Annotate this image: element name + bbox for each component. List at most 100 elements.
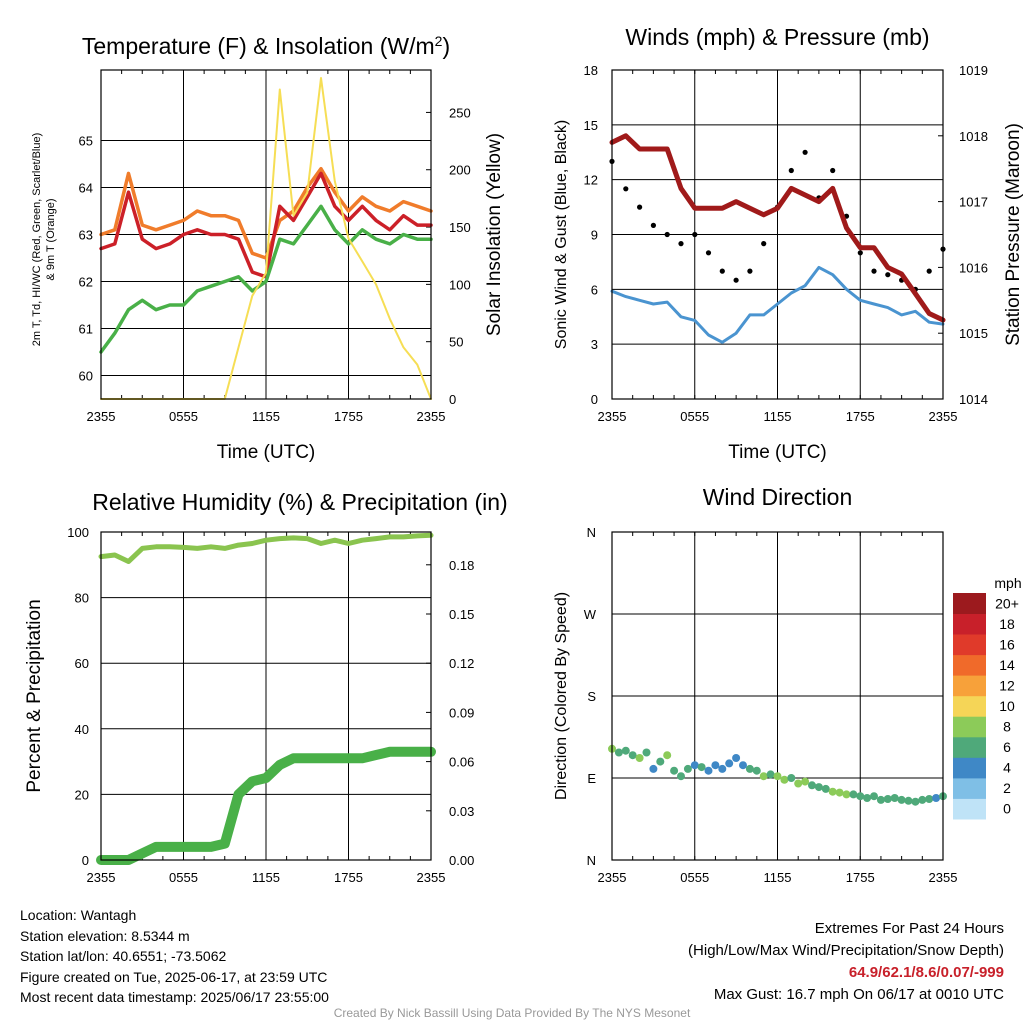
direction-point bbox=[925, 795, 934, 803]
direction-point bbox=[677, 772, 685, 781]
y-tick-label: E bbox=[587, 771, 596, 786]
series-9m-t bbox=[99, 166, 433, 260]
gust-point bbox=[830, 167, 836, 174]
y-axis-label: Percent & Precipitation bbox=[24, 599, 45, 792]
x-axis-label: Time (UTC) bbox=[728, 442, 827, 463]
gust-point bbox=[788, 167, 794, 174]
series-relative-humidity bbox=[98, 532, 434, 564]
y-tick-label: 0 bbox=[82, 853, 89, 868]
y-tick-label: 65 bbox=[79, 134, 93, 149]
colorbar-title: mph bbox=[994, 575, 1021, 591]
colorbar-swatch bbox=[953, 695, 986, 717]
direction-point bbox=[745, 764, 754, 773]
y-tick-label: 9 bbox=[591, 228, 598, 243]
direction-point bbox=[635, 754, 644, 762]
direction-point bbox=[697, 763, 706, 772]
direction-point bbox=[801, 777, 810, 786]
direction-point bbox=[870, 792, 878, 801]
y-tick-label: N bbox=[587, 853, 596, 868]
gust-point bbox=[692, 231, 698, 238]
direction-point bbox=[725, 759, 734, 768]
colorbar-label: 14 bbox=[999, 657, 1015, 673]
station-info: Location: Wantagh Station elevation: 8.5… bbox=[20, 905, 329, 1008]
gust-point bbox=[871, 268, 877, 274]
y2-axis-label: Station Pressure (Maroon) bbox=[1003, 123, 1024, 346]
gust-point bbox=[664, 231, 670, 238]
x-tick-label: 2355 bbox=[87, 870, 116, 885]
colorbar-swatch bbox=[953, 593, 986, 614]
y-tick-label: 15 bbox=[584, 118, 598, 133]
y-tick-label: 0 bbox=[591, 392, 598, 407]
direction-point bbox=[683, 764, 692, 773]
y-tick-label: 80 bbox=[75, 591, 89, 606]
colorbar-label: 18 bbox=[999, 616, 1015, 632]
direction-point bbox=[752, 766, 761, 775]
y2-tick-label: 200 bbox=[449, 163, 471, 178]
x-tick-label: 0555 bbox=[680, 870, 709, 885]
gust-point bbox=[885, 272, 891, 278]
direction-point bbox=[711, 761, 720, 770]
y2-tick-label: 100 bbox=[449, 277, 471, 292]
direction-point bbox=[649, 764, 658, 773]
y2-tick-label: 1014 bbox=[959, 392, 988, 407]
plot-border bbox=[611, 69, 944, 400]
extremes-title: Extremes For Past 24 Hours bbox=[814, 920, 1004, 937]
y-tick-label: 60 bbox=[79, 369, 93, 384]
gust-point bbox=[747, 268, 753, 274]
colorbar-swatch bbox=[953, 716, 986, 738]
series-station-pressure bbox=[609, 133, 946, 323]
y2-tick-label: 0.09 bbox=[449, 705, 474, 720]
y2-tick-label: 0.00 bbox=[449, 853, 474, 868]
colorbar-swatch bbox=[953, 613, 986, 635]
direction-point bbox=[821, 784, 830, 793]
direction-point bbox=[621, 746, 630, 755]
y2-tick-label: 50 bbox=[449, 335, 463, 350]
direction-point bbox=[814, 783, 823, 792]
x-tick-label: 2355 bbox=[417, 409, 446, 424]
colorbar-label: 8 bbox=[1003, 719, 1011, 735]
colorbar-label: 4 bbox=[1003, 760, 1011, 776]
colorbar-label: 6 bbox=[1003, 739, 1011, 755]
y-tick-label: N bbox=[587, 525, 596, 540]
max-gust-text: Max Gust: 16.7 mph On 06/17 at 0010 UTC bbox=[713, 986, 1004, 1003]
x-tick-label: 1755 bbox=[334, 409, 363, 424]
x-tick-label: 1755 bbox=[334, 870, 363, 885]
colorbar-swatch bbox=[953, 798, 986, 820]
direction-point bbox=[773, 772, 782, 781]
direction-point bbox=[759, 772, 768, 781]
x-tick-label: 2355 bbox=[929, 870, 958, 885]
series-sonic-wind bbox=[610, 265, 945, 344]
humidity-chart: 2355 0555 1155 1755 2355 0 20 40 60 80 100 0.00 0.03… bbox=[24, 489, 508, 885]
direction-point bbox=[732, 754, 741, 762]
gust-point bbox=[761, 241, 767, 247]
y2-tick-label: 0 bbox=[449, 392, 456, 407]
elevation-text: Station elevation: 8.5344 m bbox=[20, 927, 190, 944]
direction-point bbox=[890, 794, 899, 802]
chart-title: Temperature (F) & Insolation (W/m2) bbox=[82, 33, 450, 59]
direction-point bbox=[628, 751, 637, 760]
gust-point bbox=[623, 186, 629, 192]
direction-point bbox=[808, 781, 816, 790]
y-tick-label: 12 bbox=[584, 173, 598, 188]
x-tick-label: 0555 bbox=[169, 409, 198, 424]
direction-point bbox=[918, 795, 927, 804]
y-axis-label: Direction (Colored By Speed) bbox=[553, 592, 570, 800]
colorbar-label: 2 bbox=[1003, 780, 1011, 796]
direction-point bbox=[904, 796, 913, 805]
colorbar-label: 0 bbox=[1003, 801, 1011, 817]
y2-tick-label: 1017 bbox=[959, 195, 988, 210]
direction-point bbox=[828, 787, 837, 796]
gust-point bbox=[650, 222, 657, 228]
x-tick-label: 1755 bbox=[846, 409, 875, 424]
direction-point bbox=[911, 797, 920, 806]
direction-point bbox=[787, 774, 796, 782]
y-tick-label: S bbox=[587, 689, 596, 704]
y-tick-label: W bbox=[584, 607, 597, 622]
x-tick-label: 1155 bbox=[252, 409, 280, 424]
x-tick-label: 1755 bbox=[846, 870, 875, 885]
direction-point bbox=[766, 770, 775, 779]
x-tick-label: 2355 bbox=[87, 409, 116, 424]
x-tick-label: 1155 bbox=[252, 870, 280, 885]
extremes-subtitle: (High/Low/Max Wind/Precipitation/Snow De… bbox=[688, 942, 1004, 959]
direction-point bbox=[614, 748, 623, 757]
